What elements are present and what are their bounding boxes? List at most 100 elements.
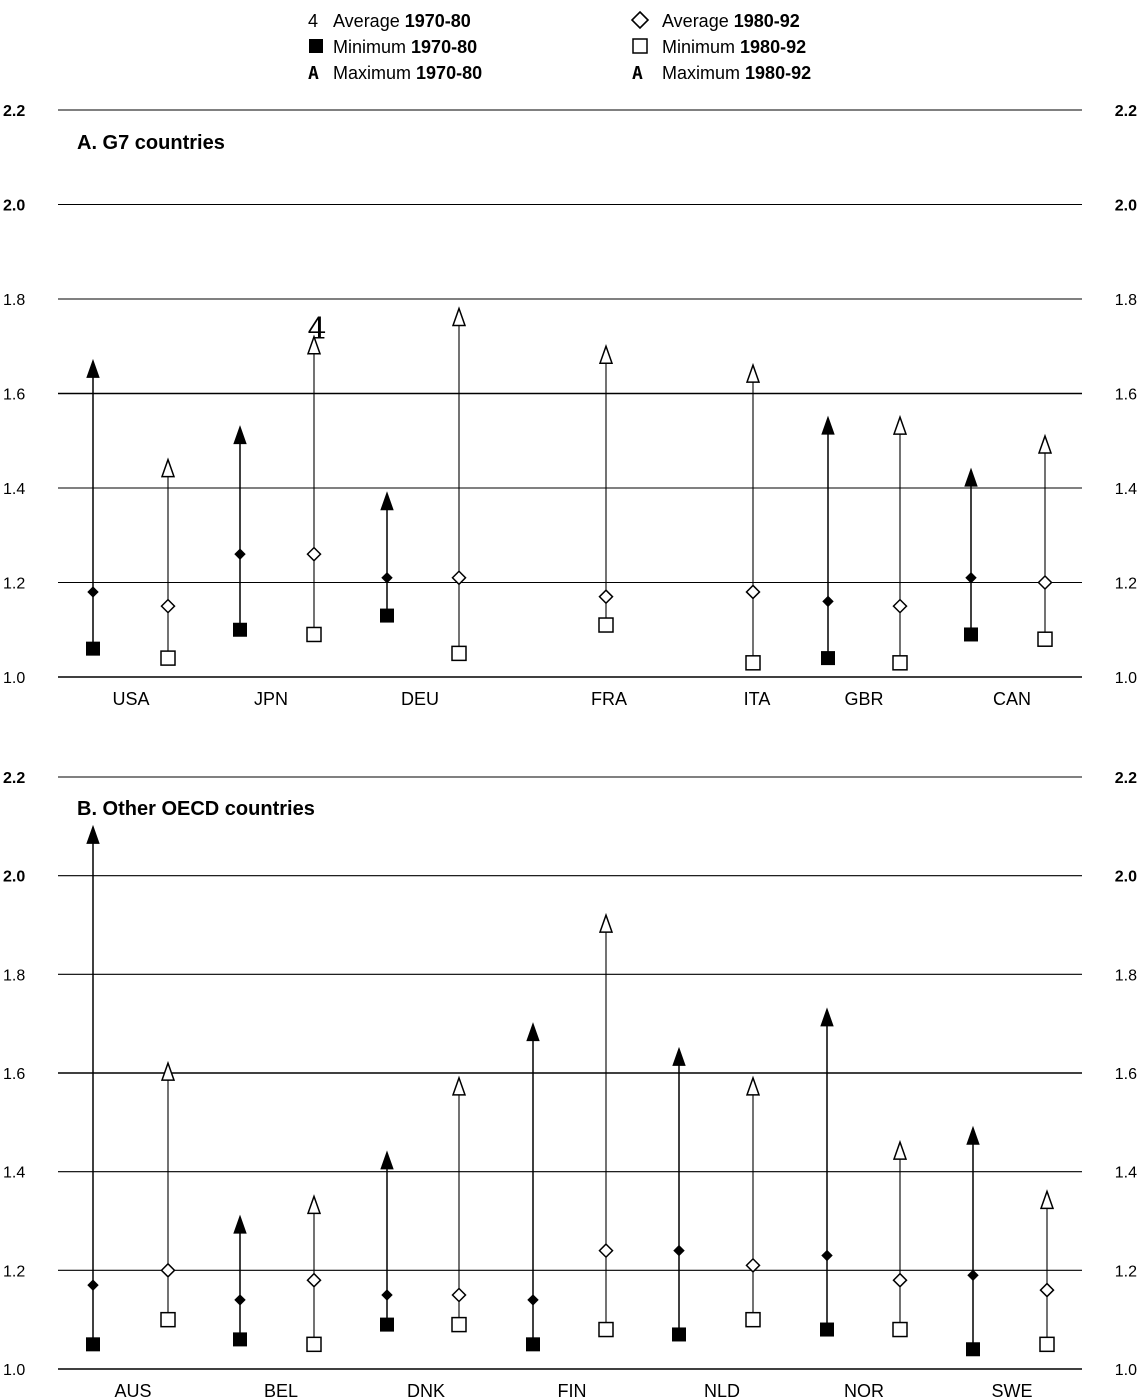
avg-marker-1980-92: [1037, 574, 1053, 591]
avg-marker-1980-92: [892, 598, 908, 614]
avg-marker-1980-92: [745, 584, 761, 600]
min-marker-1980-92: [160, 650, 176, 666]
min-marker-1970-80: [380, 608, 394, 623]
avg-marker-1980-92: [451, 570, 467, 586]
legend-marker-min-8092: [632, 38, 648, 54]
y-tick-label-left: 1.2: [3, 576, 25, 593]
avg-marker-1970-80: [967, 1269, 979, 1281]
panel-g7-countries: 1.0 1.0 1.2 1.2 1.4 1.4 1.6 1.6 1.8 1.8 2.0 2.0 2.2 2…: [3, 103, 1137, 709]
max-marker-1980-92: [306, 334, 322, 355]
y-tick-label-right: 1.4: [1115, 1165, 1137, 1182]
category-label: USA: [112, 689, 149, 709]
legend-label-avg-7080: Average 1970-80: [333, 11, 471, 31]
max-marker-1970-80: [964, 467, 978, 487]
min-marker-1980-92: [160, 1311, 176, 1328]
avg-marker-1970-80: [87, 586, 99, 598]
max-marker-1970-80: [672, 1046, 686, 1066]
category-label: GBR: [844, 689, 883, 709]
y-tick-label-right: 2.2: [1115, 770, 1137, 787]
avg-marker-1970-80: [87, 1279, 99, 1291]
min-marker-1980-92: [892, 1321, 908, 1338]
legend-symbol-avg-7080: 4: [308, 11, 318, 31]
max-marker-1980-92: [306, 1194, 322, 1215]
category-label: NLD: [704, 1381, 740, 1399]
min-marker-1980-92: [1039, 1336, 1055, 1353]
avg-marker-1980-92: [160, 1262, 176, 1278]
max-marker-1980-92: [451, 306, 467, 327]
min-marker-1970-80: [964, 627, 978, 642]
y-tick-label-left: 2.2: [3, 770, 25, 787]
category-label: FRA: [591, 689, 627, 709]
y-tick-label-right: 1.0: [1115, 1362, 1137, 1379]
avg-marker-1970-80: [381, 1289, 393, 1301]
y-tick-label-right: 1.2: [1115, 576, 1137, 593]
max-marker-1980-92: [451, 1075, 467, 1096]
max-marker-1980-92: [892, 414, 908, 435]
y-tick-label-right: 1.4: [1115, 481, 1137, 498]
category-label: ITA: [744, 689, 771, 709]
category-label: AUS: [114, 1381, 151, 1399]
min-marker-1980-92: [745, 655, 761, 671]
min-marker-1980-92: [306, 626, 322, 643]
avg-marker-1980-92: [1039, 1282, 1055, 1298]
min-marker-1980-92: [451, 1316, 467, 1333]
legend-symbol-max-8092: A: [632, 63, 643, 84]
legend-label-min-8092: Minimum 1980-92: [662, 37, 806, 57]
max-marker-1980-92: [892, 1139, 908, 1160]
max-marker-1980-92: [160, 1060, 176, 1081]
y-tick-label-right: 1.6: [1115, 387, 1137, 404]
min-marker-1970-80: [821, 651, 835, 666]
avg-marker-1980-92: [598, 1243, 614, 1259]
y-tick-label-left: 1.8: [3, 292, 25, 309]
panel-title: A. G7 countries: [77, 132, 225, 154]
legend-label-min-7080: Minimum 1970-80: [333, 37, 477, 57]
category-label: NOR: [844, 1381, 884, 1399]
y-tick-label-right: 2.2: [1115, 103, 1137, 120]
max-marker-1980-92: [598, 343, 614, 364]
max-marker-1970-80: [966, 1125, 980, 1145]
avg-marker-1980-92: [745, 1257, 761, 1273]
category-label: DEU: [401, 689, 439, 709]
max-marker-1970-80: [86, 824, 100, 844]
legend-symbol-max-7080: A: [308, 63, 319, 84]
y-tick-label-left: 1.4: [3, 481, 25, 498]
max-marker-1980-92: [1037, 433, 1053, 454]
category-label: BEL: [264, 1381, 298, 1399]
avg-marker-1970-80: [673, 1244, 685, 1257]
max-marker-1970-80: [233, 425, 247, 445]
y-tick-label-right: 1.2: [1115, 1263, 1137, 1280]
min-marker-1970-80: [86, 641, 100, 656]
min-marker-1980-92: [745, 1311, 761, 1328]
category-label: JPN: [254, 689, 288, 709]
min-marker-1980-92: [892, 655, 908, 671]
min-marker-1970-80: [966, 1342, 980, 1357]
category-label: DNK: [407, 1381, 445, 1399]
min-marker-1980-92: [306, 1336, 322, 1353]
legend-label-max-8092: Maximum 1980-92: [662, 63, 811, 83]
avg-marker-1980-92: [306, 1272, 322, 1288]
max-marker-1970-80: [526, 1022, 540, 1042]
min-marker-1970-80: [526, 1337, 540, 1352]
max-marker-1980-92: [745, 362, 761, 383]
avg-marker-1970-80: [821, 1249, 833, 1262]
legend-label-avg-8092: Average 1980-92: [662, 11, 800, 31]
max-marker-1970-80: [380, 491, 394, 511]
max-marker-1970-80: [821, 415, 835, 435]
legend-marker-min-7080: [309, 39, 323, 53]
y-tick-label-left: 2.0: [3, 869, 25, 886]
y-tick-label-left: 1.6: [3, 1066, 25, 1083]
avg-marker-1980-92: [306, 546, 322, 562]
max-marker-1970-80: [380, 1150, 394, 1170]
avg-marker-1970-80: [234, 1294, 246, 1306]
y-tick-label-left: 1.4: [3, 1165, 25, 1182]
category-label: FIN: [558, 1381, 587, 1399]
y-tick-label-left: 2.0: [3, 198, 25, 215]
y-tick-label-right: 2.0: [1115, 198, 1137, 215]
max-marker-1970-80: [820, 1007, 834, 1027]
min-marker-1980-92: [598, 617, 614, 633]
min-marker-1980-92: [451, 645, 467, 662]
legend: 4 Average 1970-80 Minimum 1970-80 A Maxi…: [308, 10, 811, 84]
y-tick-label-right: 1.6: [1115, 1066, 1137, 1083]
y-tick-label-left: 1.0: [3, 1362, 25, 1379]
